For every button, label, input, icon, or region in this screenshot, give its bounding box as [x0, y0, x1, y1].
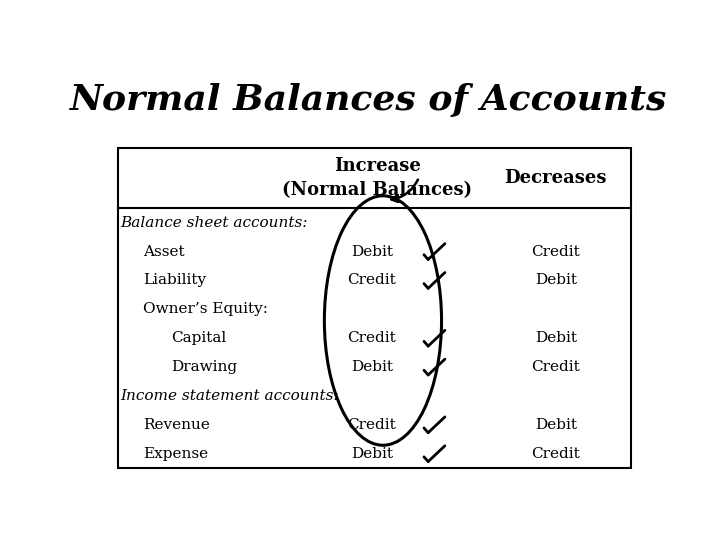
Text: Debit: Debit	[351, 245, 393, 259]
Text: Credit: Credit	[531, 245, 580, 259]
Text: Debit: Debit	[535, 273, 577, 287]
Text: Asset: Asset	[143, 245, 184, 259]
Text: Credit: Credit	[348, 418, 396, 432]
Text: Liability: Liability	[143, 273, 206, 287]
Text: Increase
(Normal Balances): Increase (Normal Balances)	[282, 157, 472, 199]
Text: Balance sheet accounts:: Balance sheet accounts:	[121, 215, 308, 230]
Bar	[118, 148, 631, 468]
Text: Drawing: Drawing	[171, 360, 237, 374]
Text: Owner’s Equity:: Owner’s Equity:	[143, 302, 268, 316]
Text: Capital: Capital	[171, 331, 226, 345]
Text: Debit: Debit	[351, 447, 393, 461]
Text: Decreases: Decreases	[505, 169, 607, 187]
Text: Credit: Credit	[531, 360, 580, 374]
Text: Expense: Expense	[143, 447, 208, 461]
Text: Revenue: Revenue	[143, 418, 210, 432]
Text: Credit: Credit	[348, 331, 396, 345]
Text: Credit: Credit	[531, 447, 580, 461]
Text: Debit: Debit	[535, 331, 577, 345]
Text: Income statement accounts:: Income statement accounts:	[121, 389, 339, 403]
Text: Normal Balances of Accounts: Normal Balances of Accounts	[71, 83, 667, 117]
Text: Credit: Credit	[348, 273, 396, 287]
Text: Debit: Debit	[351, 360, 393, 374]
Text: Debit: Debit	[535, 418, 577, 432]
